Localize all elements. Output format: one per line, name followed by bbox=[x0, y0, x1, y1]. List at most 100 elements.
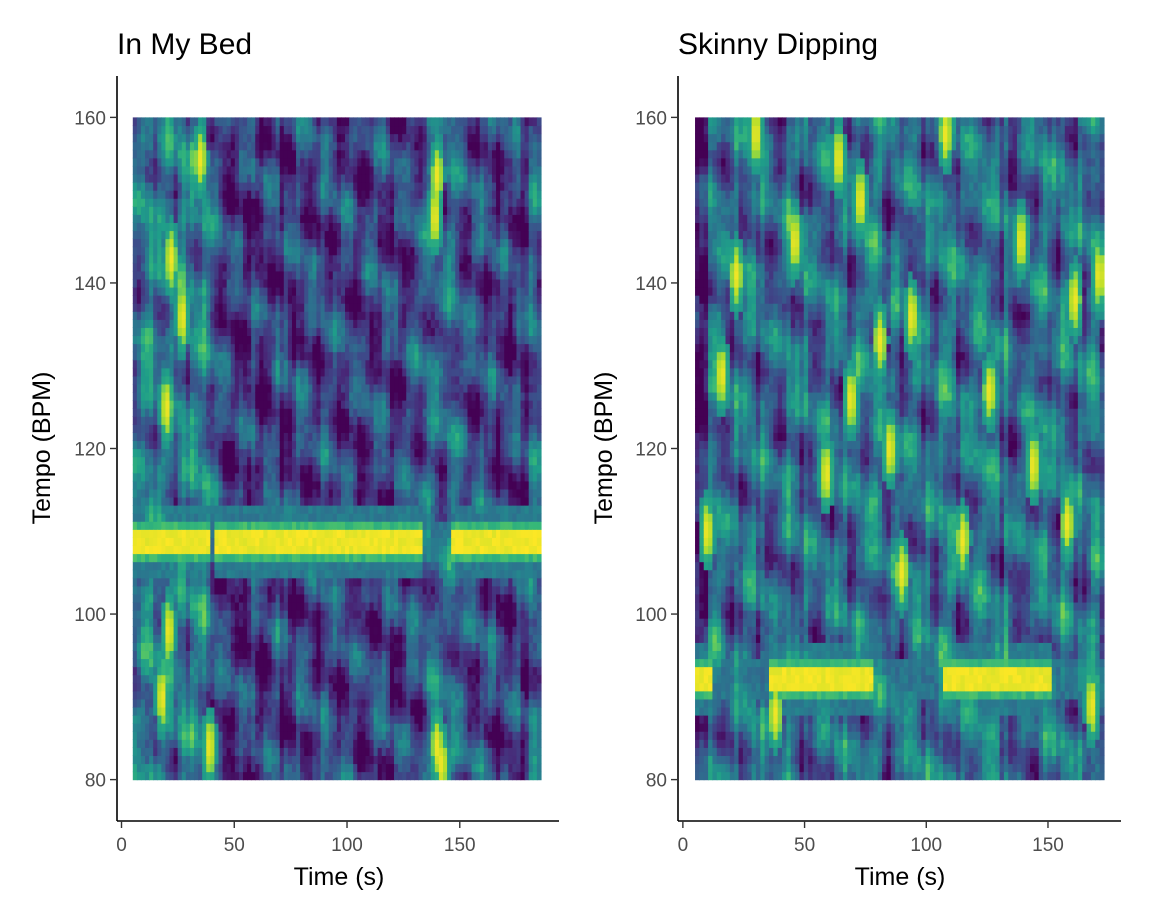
heatmap-cell bbox=[345, 351, 350, 361]
heatmap-cell bbox=[210, 706, 216, 716]
heatmap-cell bbox=[324, 642, 330, 651]
heatmap-cell bbox=[251, 286, 256, 296]
heatmap-cell bbox=[332, 561, 338, 571]
heatmap-cell bbox=[165, 295, 171, 304]
heatmap-cell bbox=[271, 747, 277, 756]
heatmap-cell bbox=[279, 270, 285, 280]
heatmap-cell bbox=[304, 262, 309, 272]
heatmap-cell bbox=[328, 125, 334, 135]
heatmap-cell bbox=[194, 230, 199, 240]
heatmap-cell bbox=[304, 674, 309, 684]
heatmap-cell bbox=[332, 383, 338, 393]
heatmap-cell bbox=[300, 133, 305, 143]
heatmap-cell bbox=[222, 400, 228, 409]
heatmap-cell bbox=[320, 149, 326, 159]
heatmap-cell bbox=[271, 715, 277, 724]
heatmap-cell bbox=[185, 238, 191, 248]
heatmap-cell bbox=[349, 513, 354, 522]
heatmap-cell bbox=[312, 408, 318, 417]
heatmap-cell bbox=[312, 618, 318, 627]
heatmap-cell bbox=[238, 246, 244, 256]
heatmap-cell bbox=[263, 416, 269, 425]
heatmap-cell bbox=[287, 432, 293, 442]
heatmap-cell bbox=[312, 601, 318, 611]
heatmap-cell bbox=[153, 521, 158, 530]
heatmap-cell bbox=[377, 529, 383, 538]
heatmap-cell bbox=[169, 416, 175, 425]
heatmap-cell bbox=[296, 690, 301, 700]
heatmap-cell bbox=[149, 505, 154, 514]
heatmap-cell bbox=[226, 739, 232, 748]
heatmap-cell bbox=[353, 513, 358, 522]
heatmap-cell bbox=[324, 246, 330, 256]
heatmap-cell bbox=[296, 303, 301, 312]
heatmap-cell bbox=[271, 464, 277, 474]
heatmap-cell bbox=[328, 214, 334, 223]
heatmap-cell bbox=[328, 262, 334, 272]
heatmap-cell bbox=[145, 731, 150, 740]
heatmap-cell bbox=[185, 723, 191, 732]
heatmap-cell bbox=[336, 642, 342, 651]
heatmap-cell bbox=[222, 496, 228, 506]
heatmap-cell bbox=[242, 505, 248, 514]
heatmap-cell bbox=[165, 472, 171, 482]
heatmap-cell bbox=[365, 432, 371, 442]
heatmap-cell bbox=[185, 610, 191, 619]
heatmap-cell bbox=[242, 424, 248, 433]
heatmap-cell bbox=[296, 472, 301, 482]
heatmap-cell bbox=[263, 666, 269, 676]
heatmap-cell bbox=[300, 626, 305, 635]
heatmap-cell bbox=[267, 666, 273, 676]
heatmap-cell bbox=[214, 165, 220, 175]
heatmap-cell bbox=[349, 391, 354, 401]
heatmap-cell bbox=[194, 731, 199, 740]
heatmap-cell bbox=[300, 182, 305, 191]
heatmap-cell bbox=[263, 141, 269, 151]
heatmap-cell bbox=[242, 715, 248, 724]
heatmap-cell bbox=[185, 133, 191, 143]
heatmap-cell bbox=[263, 319, 269, 328]
heatmap-cell bbox=[328, 278, 334, 288]
heatmap-cell bbox=[328, 464, 334, 474]
heatmap-cell bbox=[222, 351, 228, 361]
heatmap-cell bbox=[340, 157, 346, 167]
heatmap-cell bbox=[140, 553, 146, 563]
heatmap-cell bbox=[296, 731, 301, 740]
heatmap-cell bbox=[157, 610, 162, 619]
heatmap-cell bbox=[140, 706, 146, 716]
heatmap-cell bbox=[247, 383, 252, 393]
heatmap-cell bbox=[361, 650, 367, 660]
heatmap-cell bbox=[255, 488, 260, 498]
heatmap-cell bbox=[300, 577, 305, 587]
heatmap-cell bbox=[247, 311, 252, 320]
heatmap-cell bbox=[324, 505, 330, 514]
heatmap-cell bbox=[320, 311, 326, 320]
heatmap-cell bbox=[189, 165, 195, 175]
heatmap-cell bbox=[271, 585, 277, 595]
heatmap-cell bbox=[242, 618, 248, 627]
heatmap-cell bbox=[145, 375, 150, 385]
heatmap-cell bbox=[189, 731, 195, 740]
heatmap-cell bbox=[340, 262, 346, 272]
heatmap-cell bbox=[340, 496, 346, 506]
heatmap-cell bbox=[222, 319, 228, 328]
heatmap-cell bbox=[304, 569, 309, 579]
heatmap-cell bbox=[153, 157, 158, 167]
heatmap-cell bbox=[345, 182, 350, 191]
heatmap-cell bbox=[222, 456, 228, 466]
heatmap-cell bbox=[320, 230, 326, 240]
heatmap-cell bbox=[247, 254, 252, 264]
heatmap-cell bbox=[365, 286, 371, 296]
heatmap-cell bbox=[296, 577, 301, 587]
heatmap-cell bbox=[206, 666, 211, 676]
heatmap-cell bbox=[218, 658, 224, 668]
heatmap-cell bbox=[218, 383, 224, 393]
heatmap-cell bbox=[349, 480, 354, 490]
heatmap-cell bbox=[210, 763, 216, 773]
heatmap-cell bbox=[255, 658, 260, 668]
heatmap-cell bbox=[349, 626, 354, 635]
heatmap-cell bbox=[283, 642, 289, 651]
heatmap-cell bbox=[377, 698, 383, 708]
heatmap-cell bbox=[218, 319, 224, 328]
heatmap-cell bbox=[173, 658, 179, 668]
